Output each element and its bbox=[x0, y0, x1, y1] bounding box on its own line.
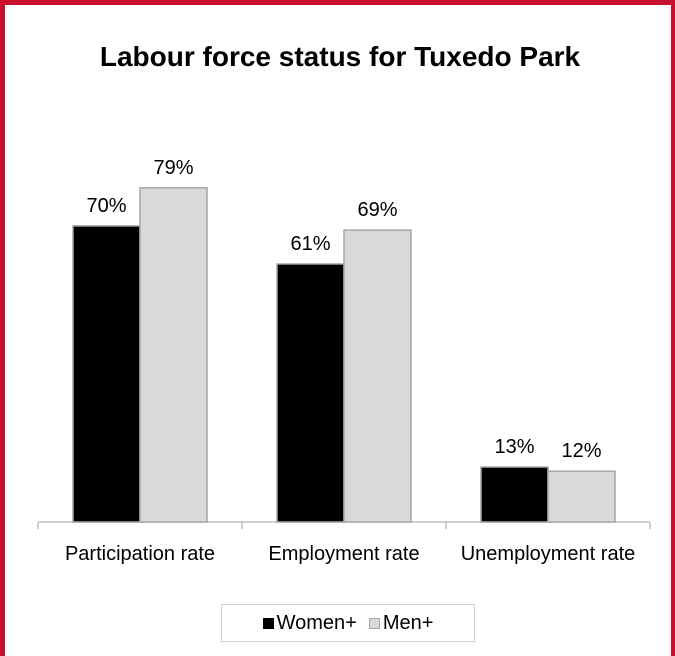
data-label-unemployment-rate-men: 12% bbox=[561, 440, 601, 462]
data-label-employment-rate-men: 69% bbox=[357, 199, 397, 221]
x-tick-label-unemployment-rate: Unemployment rate bbox=[461, 543, 636, 565]
bar-employment-rate-women bbox=[276, 263, 345, 523]
bar-unemployment-rate-women bbox=[480, 466, 549, 523]
legend: Women+ Men+ bbox=[221, 604, 475, 642]
bar-participation-rate-women bbox=[72, 225, 141, 523]
bar-unemployment-rate-men bbox=[547, 470, 616, 523]
data-label-unemployment-rate-women: 13% bbox=[494, 436, 534, 458]
data-label-employment-rate-women: 61% bbox=[290, 233, 330, 255]
bar-participation-rate-men bbox=[139, 187, 208, 523]
x-tick-label-participation-rate: Participation rate bbox=[65, 543, 215, 565]
x-tick-label-employment-rate: Employment rate bbox=[268, 543, 419, 565]
legend-swatch-men bbox=[368, 617, 380, 629]
legend-label-men: Men+ bbox=[382, 611, 434, 634]
legend-label-women: Women+ bbox=[276, 611, 357, 634]
data-label-participation-rate-men: 79% bbox=[153, 157, 193, 179]
data-label-participation-rate-women: 70% bbox=[86, 195, 126, 217]
legend-item-men: Men+ bbox=[368, 611, 434, 635]
legend-item-women: Women+ bbox=[262, 611, 357, 635]
chart-title: Labour force status for Tuxedo Park bbox=[99, 41, 581, 72]
legend-swatch-women bbox=[262, 617, 274, 629]
bar-employment-rate-men bbox=[343, 229, 412, 523]
